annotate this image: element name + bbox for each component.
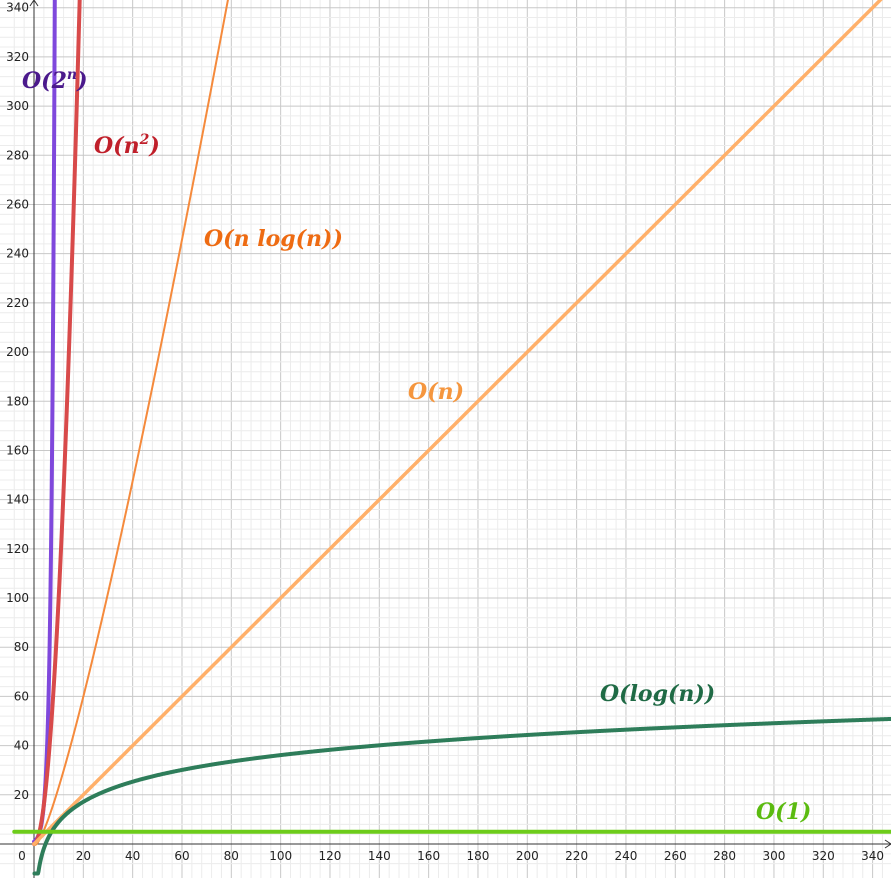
y-tick-label: 120 xyxy=(6,542,29,556)
series-label: O(1) xyxy=(756,799,811,825)
y-tick-label: 200 xyxy=(6,345,29,359)
y-tick-label: 340 xyxy=(6,1,29,15)
series-line-1 xyxy=(32,0,82,846)
series-label: O(2n) xyxy=(22,67,88,94)
y-tick-label: 140 xyxy=(6,493,29,507)
y-tick-label: 280 xyxy=(6,148,29,162)
x-tick-label: 320 xyxy=(812,849,835,863)
x-tick-label: 280 xyxy=(713,849,736,863)
series-curves xyxy=(12,0,891,876)
x-tick-label: 100 xyxy=(269,849,292,863)
x-tick-label: 60 xyxy=(174,849,189,863)
y-tick-label: 180 xyxy=(6,394,29,408)
x-tick-label: 140 xyxy=(368,849,391,863)
x-tick-label: 340 xyxy=(861,849,884,863)
series-label: O(n) xyxy=(408,379,464,405)
y-tick-label: 220 xyxy=(6,296,29,310)
y-tick-label: 160 xyxy=(6,443,29,457)
series-labels: O(2n) O(n2) O(n log(n)) O(n) O(log(n)) O(1) xyxy=(22,67,811,825)
y-tick-label: 100 xyxy=(6,591,29,605)
x-axis-arrow xyxy=(884,839,891,849)
y-tick-label: 40 xyxy=(14,739,29,753)
series-label: O(log(n)) xyxy=(600,681,715,707)
x-tick-label: 260 xyxy=(664,849,687,863)
x-tick-label: 240 xyxy=(615,849,638,863)
y-tick-label: 60 xyxy=(14,689,29,703)
x-tick-label: 0 xyxy=(18,849,26,863)
x-tick-label: 40 xyxy=(125,849,140,863)
series-line-3 xyxy=(32,0,883,846)
series-line-2 xyxy=(33,0,229,846)
x-tick-label: 300 xyxy=(762,849,785,863)
y-tick-label: 240 xyxy=(6,247,29,261)
series-label: O(n log(n)) xyxy=(204,226,343,252)
series-label: O(n2) xyxy=(94,132,160,159)
x-tick-label: 220 xyxy=(565,849,588,863)
y-tick-label: 320 xyxy=(6,50,29,64)
x-tick-label: 200 xyxy=(516,849,539,863)
series-line-4 xyxy=(32,716,891,876)
x-tick-label: 80 xyxy=(224,849,239,863)
y-tick-label: 300 xyxy=(6,99,29,113)
y-tick-label: 80 xyxy=(14,640,29,654)
x-tick-label: 180 xyxy=(467,849,490,863)
x-tick-label: 120 xyxy=(319,849,342,863)
tick-labels: 0 20 40 60 80 100 120 140 160 180 200 220 240 260 280 3… xyxy=(6,1,884,863)
x-tick-label: 20 xyxy=(76,849,91,863)
y-tick-label: 260 xyxy=(6,197,29,211)
y-tick-label: 20 xyxy=(14,788,29,802)
x-tick-label: 160 xyxy=(417,849,440,863)
y-axis-arrow xyxy=(29,0,39,7)
